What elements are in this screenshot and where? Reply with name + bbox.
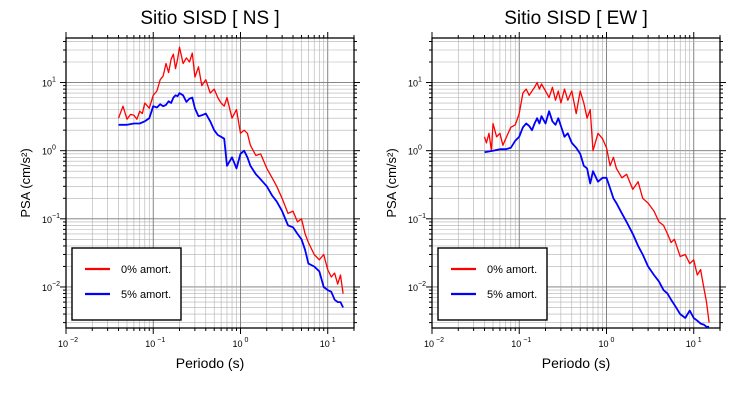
legend: 0% amort. 5% amort. bbox=[71, 247, 182, 321]
y-axis-label: PSA (cm/s²) bbox=[18, 148, 33, 217]
x-tick-label-exponent: −1 bbox=[523, 337, 531, 344]
x-tick-label-exponent: 0 bbox=[244, 337, 248, 344]
x-tick-label-exponent: −1 bbox=[157, 337, 165, 344]
y-tick-label-exponent: 0 bbox=[418, 145, 422, 152]
x-tick-label: 10 bbox=[686, 339, 696, 349]
y-tick-label: 10 bbox=[408, 283, 418, 293]
y-tick-label-exponent: −2 bbox=[52, 281, 60, 288]
x-tick-label: 10 bbox=[320, 339, 330, 349]
y-axis-label: PSA (cm/s²) bbox=[384, 148, 399, 217]
y-tick-label: 10 bbox=[408, 79, 418, 89]
y-tick-label-exponent: 1 bbox=[52, 77, 56, 84]
y-tick-label-exponent: 1 bbox=[418, 77, 422, 84]
x-tick-label-exponent: −2 bbox=[70, 337, 78, 344]
x-tick-label: 10 bbox=[424, 339, 434, 349]
y-tick-label: 10 bbox=[408, 215, 418, 225]
y-tick-label-exponent: −1 bbox=[52, 213, 60, 220]
y-tick-label: 10 bbox=[42, 283, 52, 293]
x-tick-label-exponent: 1 bbox=[332, 337, 336, 344]
chart-title: Sitio SISD [ EW ] bbox=[504, 8, 648, 29]
y-tick-label-exponent: 0 bbox=[52, 145, 56, 152]
series-line-blue bbox=[118, 92, 344, 308]
axis-ticks bbox=[60, 32, 360, 334]
x-tick-label-exponent: −2 bbox=[436, 337, 444, 344]
plot-frame bbox=[431, 37, 721, 329]
y-tick-label: 10 bbox=[42, 79, 52, 89]
x-tick-label-exponent: 1 bbox=[698, 337, 702, 344]
y-tick-label-exponent: −1 bbox=[418, 213, 426, 220]
series-line-red bbox=[483, 81, 710, 323]
x-tick-label: 10 bbox=[145, 339, 155, 349]
legend-label: 5% amort. bbox=[487, 289, 537, 301]
x-tick-label-exponent: 0 bbox=[610, 337, 614, 344]
y-tick-label: 10 bbox=[408, 147, 418, 157]
y-tick-label-exponent: −2 bbox=[418, 281, 426, 288]
legend-label: 0% amort. bbox=[487, 264, 537, 276]
legend-box bbox=[71, 247, 182, 321]
y-tick-label: 10 bbox=[42, 215, 52, 225]
axis-ticks bbox=[426, 32, 726, 334]
x-tick-label: 10 bbox=[58, 339, 68, 349]
legend-label: 0% amort. bbox=[121, 264, 171, 276]
series-line-red bbox=[117, 46, 344, 294]
chart-title: Sitio SISD [ NS ] bbox=[140, 8, 279, 29]
x-axis-label: Periodo (s) bbox=[542, 355, 610, 371]
y-tick-label: 10 bbox=[42, 147, 52, 157]
x-tick-label: 10 bbox=[598, 339, 608, 349]
x-axis-label: Periodo (s) bbox=[176, 355, 244, 371]
legend-box bbox=[437, 247, 548, 321]
x-tick-label: 10 bbox=[232, 339, 242, 349]
plot-frame bbox=[65, 37, 355, 329]
series-line-blue bbox=[484, 110, 710, 328]
legend-label: 5% amort. bbox=[121, 289, 171, 301]
legend: 0% amort. 5% amort. bbox=[437, 247, 548, 321]
x-tick-label: 10 bbox=[511, 339, 521, 349]
